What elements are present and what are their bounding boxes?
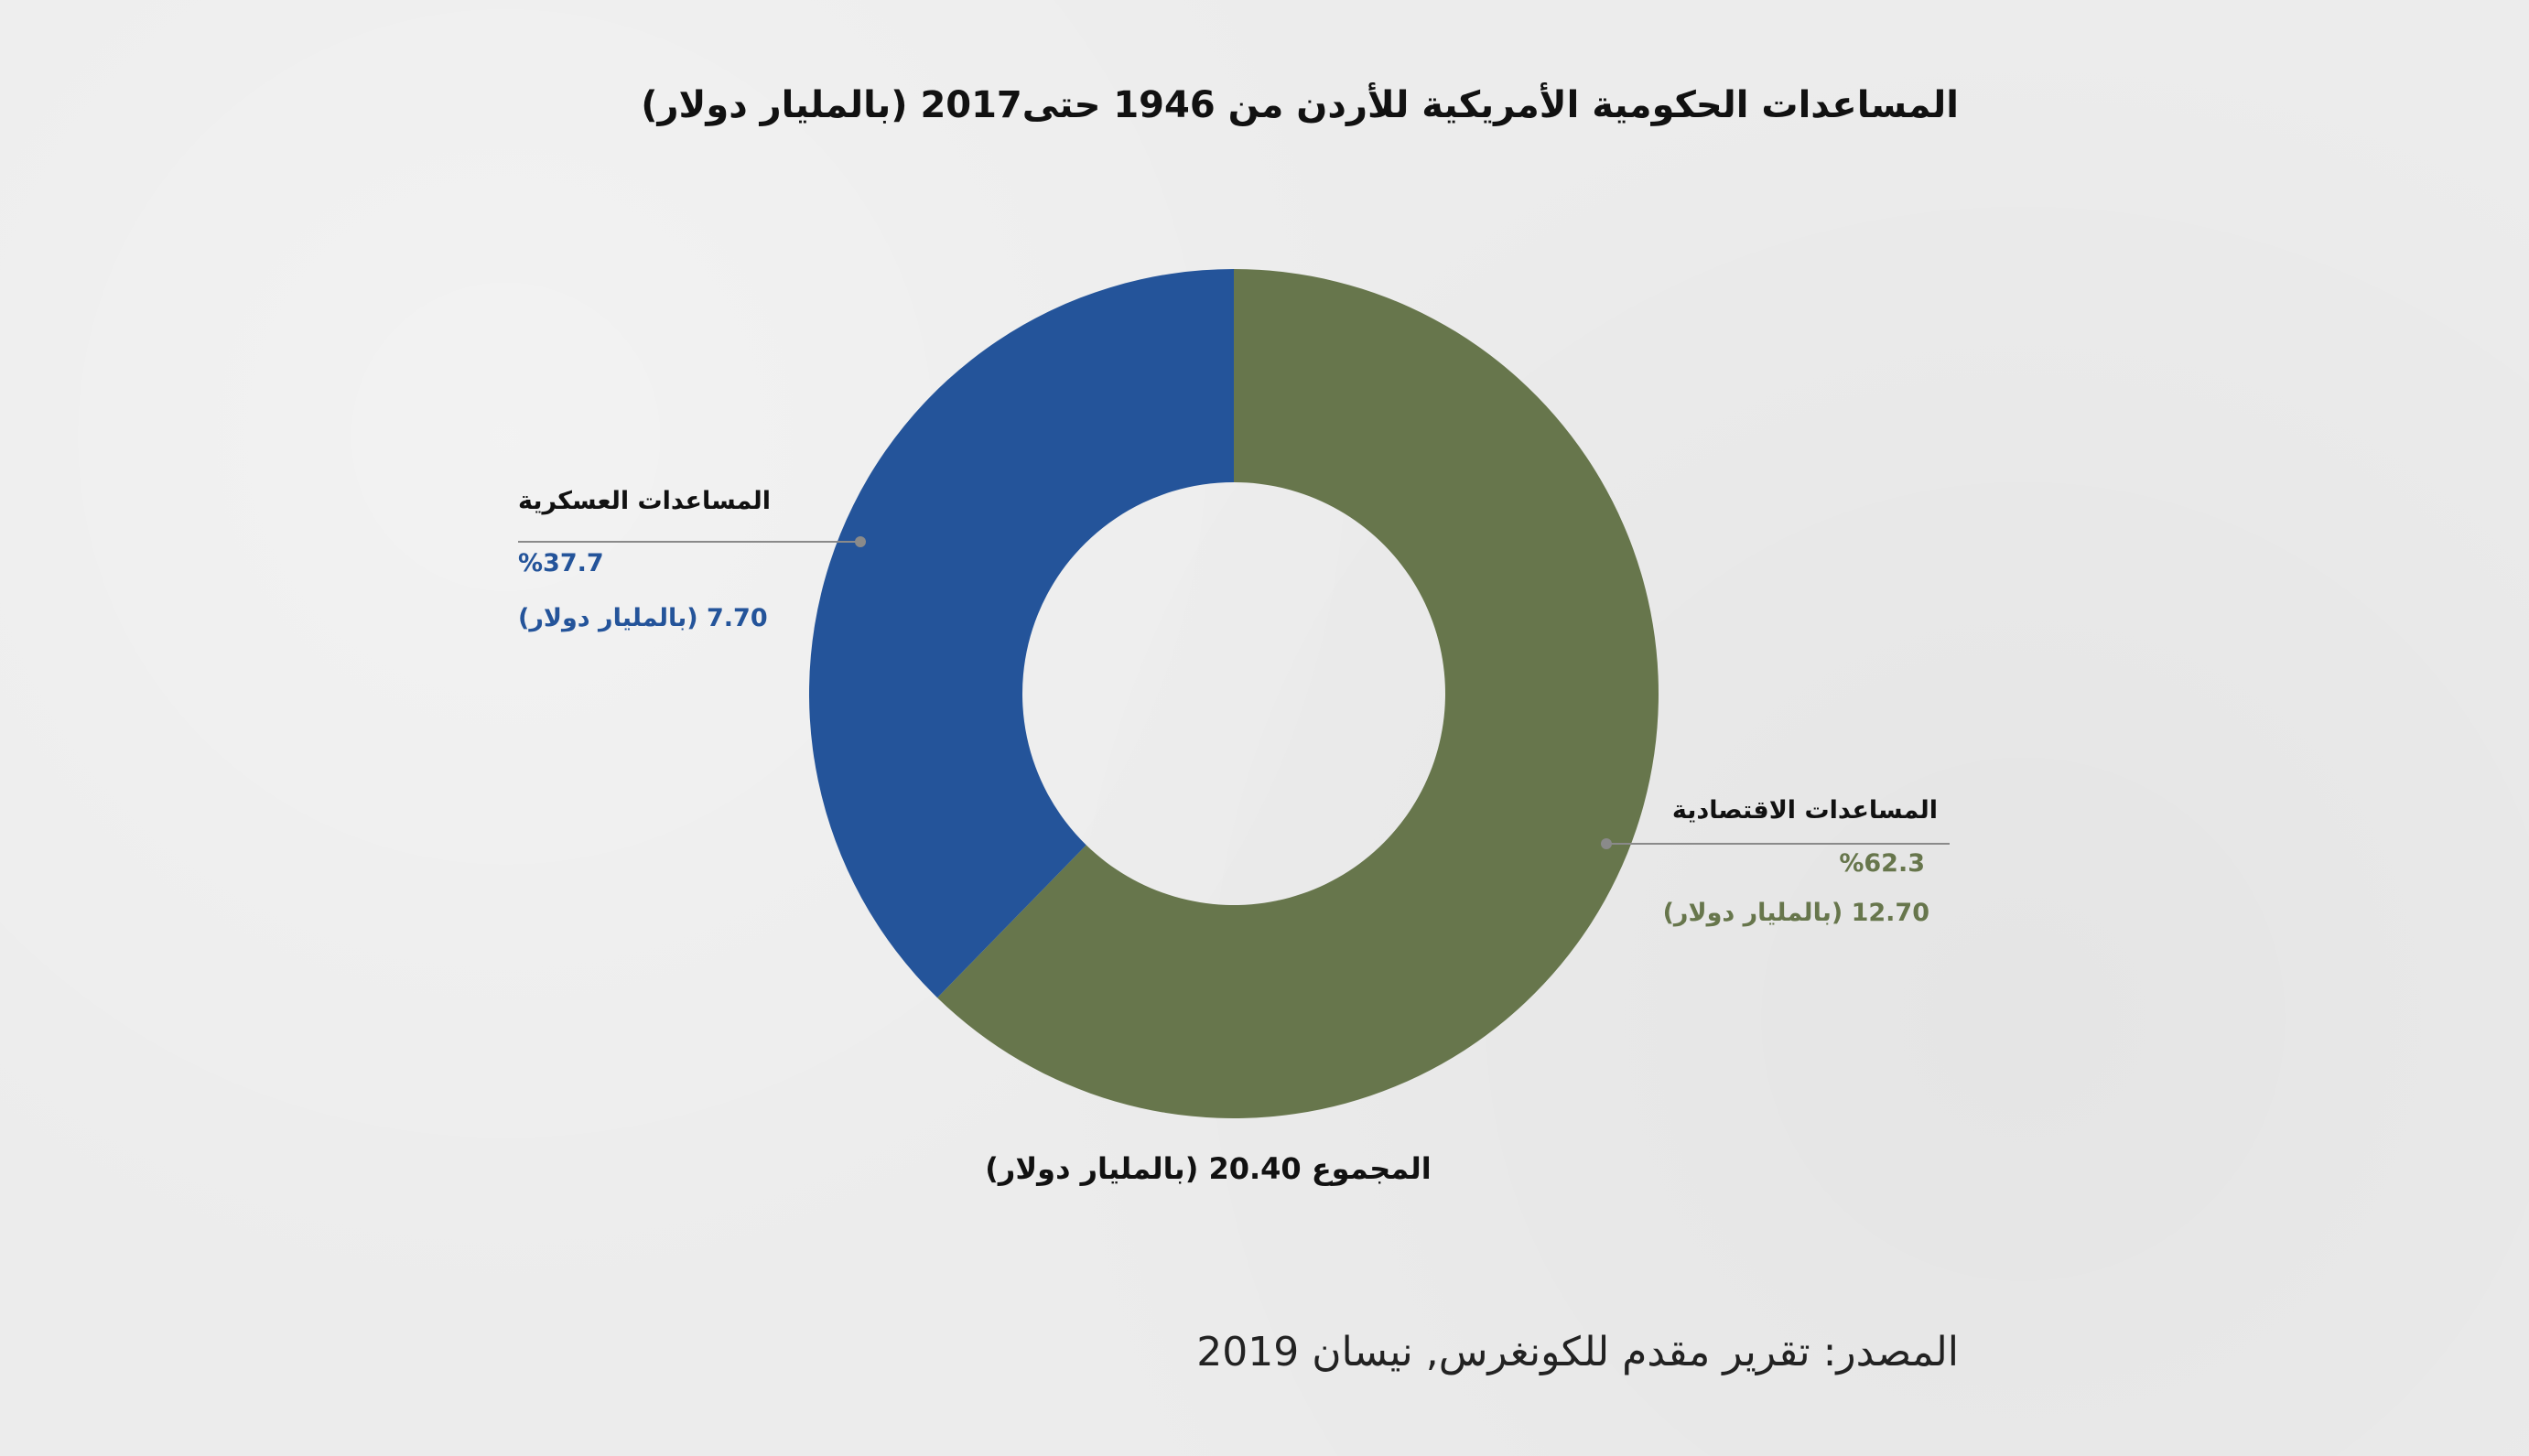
military-aid-value: 7.70 (بالمليار دولار): [518, 604, 768, 632]
military-aid-percent: %37.7: [518, 549, 604, 577]
economic-aid-leader-dot: [1601, 838, 1612, 849]
economic-aid-percent: %62.3: [1839, 849, 1925, 878]
economic-aid-value: 12.70 (بالمليار دولار): [1662, 899, 1929, 927]
chart-total: المجموع 20.40 (بالمليار دولار): [985, 1151, 1432, 1186]
military-aid-leader-dot: [855, 536, 866, 547]
economic-aid-slice: [937, 269, 1659, 1119]
chart-title: المساعدات الحكومية الأمريكية للأردن من 1…: [641, 84, 1959, 126]
economic-aid-label: المساعدات الاقتصادية: [1671, 796, 1938, 825]
source-note: المصدر: تقرير مقدم للكونغرس, نيسان 2019: [1196, 1329, 1959, 1375]
military-aid-label: المساعدات العسكرية: [518, 487, 772, 515]
military-aid-slice: [808, 269, 1234, 998]
